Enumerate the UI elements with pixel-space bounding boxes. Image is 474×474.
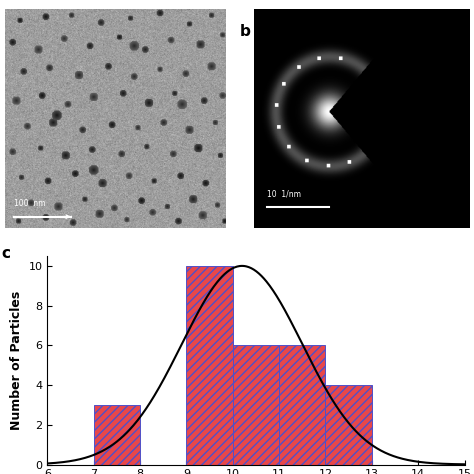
Bar bbox=[94, 405, 140, 465]
Y-axis label: Number of Particles: Number of Particles bbox=[10, 291, 23, 430]
Bar bbox=[233, 346, 279, 465]
Bar bbox=[279, 346, 326, 465]
Bar bbox=[186, 266, 233, 465]
Text: 100  nm: 100 nm bbox=[14, 199, 45, 208]
Text: b: b bbox=[239, 24, 250, 39]
Text: 10  1/nm: 10 1/nm bbox=[266, 190, 301, 199]
Text: c: c bbox=[1, 246, 10, 261]
Bar bbox=[326, 385, 372, 465]
